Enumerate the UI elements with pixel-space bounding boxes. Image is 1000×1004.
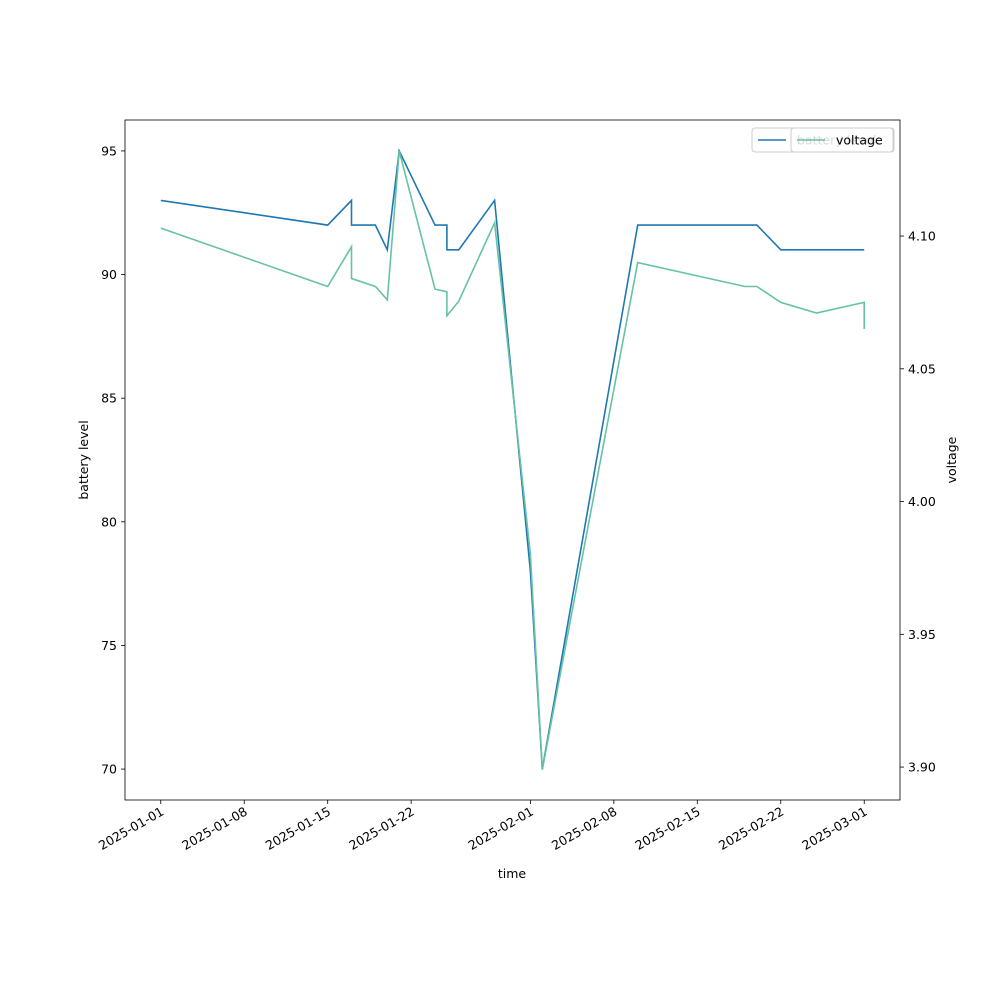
y2-tick-label: 4.00: [908, 494, 936, 509]
x-tick-label: 2025-01-08: [179, 804, 249, 853]
y-tick-label: 80: [101, 514, 117, 529]
y-tick-label: 90: [101, 267, 117, 282]
x-tick-label: 2025-01-22: [346, 804, 416, 853]
line-series: [160, 150, 865, 770]
legend-label: voltage: [836, 133, 883, 148]
y2-tick-label: 3.95: [908, 627, 936, 642]
plot-frame: [124, 119, 901, 801]
x-tick-label: 2025-01-01: [96, 804, 166, 853]
y-tick-label: 85: [101, 391, 117, 406]
y2-tick-label: 4.05: [908, 361, 936, 376]
x-tick-label: 2025-03-01: [799, 804, 869, 853]
y-tick-label: 70: [101, 762, 117, 777]
y-tick-label: 75: [101, 638, 117, 653]
y-axis-label: battery level: [76, 420, 91, 499]
x-tick-label: 2025-02-08: [549, 804, 619, 853]
legend-box: [790, 127, 894, 153]
y2-tick-label: 4.10: [908, 229, 936, 244]
y2-axis-label: voltage: [944, 436, 959, 483]
line-series: [160, 148, 865, 770]
x-tick-label: 2025-02-22: [716, 804, 786, 853]
y2-tick-label: 3.90: [908, 760, 936, 775]
x-tick-label: 2025-02-01: [465, 804, 535, 853]
y-tick-label: 95: [101, 143, 117, 158]
x-tick-label: 2025-02-15: [632, 804, 702, 853]
x-tick-label: 2025-01-15: [263, 804, 333, 853]
x-axis-label: time: [498, 866, 527, 881]
